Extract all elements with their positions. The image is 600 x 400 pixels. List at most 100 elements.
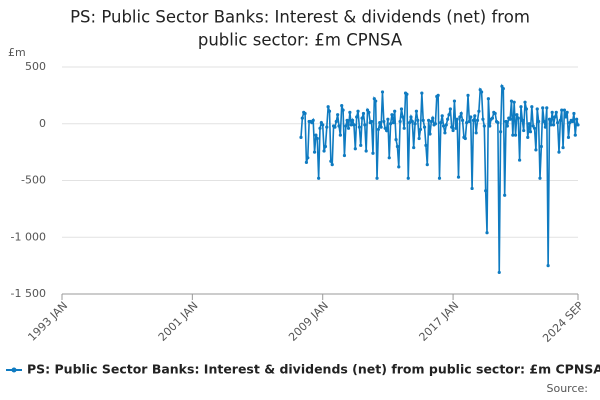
point [469,115,473,119]
point [299,135,303,139]
point [541,106,545,110]
point [427,118,431,122]
point [481,117,485,121]
point [412,145,416,150]
point [410,119,414,124]
point [379,125,383,129]
point [395,144,399,149]
point [522,128,526,133]
point [401,115,405,119]
point [527,122,531,126]
point [448,107,452,111]
point [561,145,565,150]
point [321,123,325,127]
point [550,110,554,114]
point [534,148,538,152]
point [425,163,429,167]
point [508,117,512,121]
point [382,119,386,124]
point [333,125,337,129]
point [399,107,404,111]
point [499,130,503,134]
point [535,107,539,111]
point [424,143,428,147]
x-tick-label: 2009 JAN [286,299,331,344]
point [543,125,548,129]
point [344,124,348,128]
y-tick-label: -1 000 [11,230,46,243]
x-tick-label: 1993 JAN [25,299,70,344]
point [312,150,317,154]
point [370,119,374,124]
point [304,160,309,164]
point [549,123,553,127]
point [416,118,420,122]
source: Source: [547,382,589,395]
point [570,119,575,124]
point [493,111,497,116]
point [315,136,319,141]
point [566,135,571,139]
point [342,153,347,158]
point [458,115,462,119]
x-tick-label: 2017 JAN [417,299,462,344]
point [311,118,315,122]
y-tick-label: -500 [21,174,46,187]
point [523,100,527,104]
point [436,93,440,97]
point [367,110,371,114]
point [340,103,344,108]
point [357,125,361,129]
point [455,117,459,121]
point [406,176,410,180]
point [364,149,368,153]
point [501,86,505,91]
point [431,116,435,120]
point [359,143,363,147]
point [546,264,550,268]
y-tick-label: 500 [25,60,46,73]
point [560,108,564,112]
point [391,121,395,125]
point [515,113,519,117]
point [470,186,474,191]
y-tick-label: -1 500 [11,287,46,300]
point [518,158,522,162]
point [384,128,389,133]
point [325,125,329,129]
chart-title: PS: Public Sector Banks: Interest & divi… [70,8,530,27]
point [451,128,455,133]
point [553,115,557,119]
point [318,126,322,130]
point [486,97,490,101]
point [363,123,367,127]
point [573,133,577,137]
point [338,133,342,137]
point [437,176,442,180]
point [488,124,492,128]
point [428,132,432,136]
point [465,121,469,125]
point [386,117,390,121]
point [556,121,560,125]
point [389,122,393,126]
point [484,189,488,193]
point [420,91,424,95]
point [545,106,549,110]
point [334,119,338,124]
point [360,116,364,120]
point [397,165,401,169]
chart-title: public sector: £m CPNSA [198,31,403,50]
point [322,149,326,153]
point [505,124,509,128]
point [441,124,446,128]
point [551,123,556,127]
point [532,126,537,130]
legend-dot [11,367,17,373]
point [475,118,480,122]
point [576,123,580,127]
legend-label: PS: Public Sector Banks: Interest & divi… [27,362,600,377]
point [414,109,419,113]
point [433,122,438,126]
